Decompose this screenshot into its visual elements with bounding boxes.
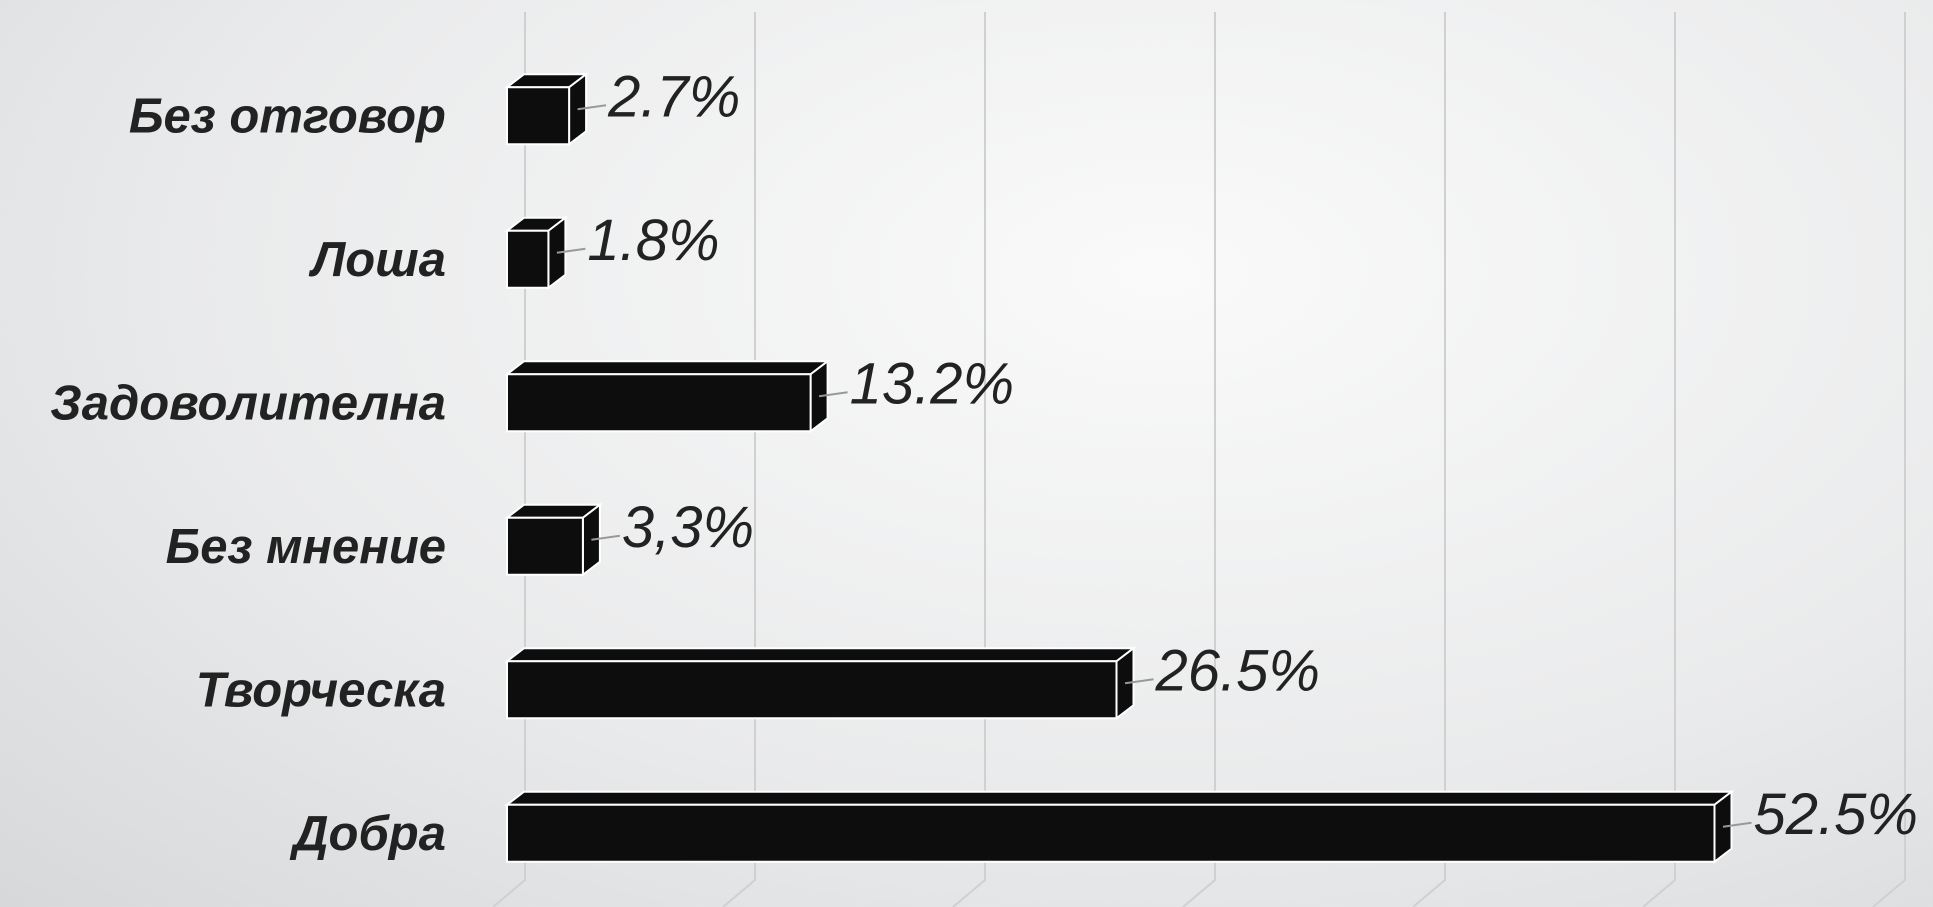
bar [504,215,569,290]
leader-line [1124,678,1154,685]
grid-line [722,12,756,907]
grid-line [492,12,526,907]
grid-line [1182,12,1216,907]
value-label: 3,3% [622,495,754,560]
category-label: Творческа [196,664,446,718]
bar-face [506,229,550,289]
value-label: 2.7% [607,65,740,130]
bar [504,359,831,434]
value-label: 13.2% [850,352,1014,417]
category-label: Без отговор [129,90,446,144]
bar [504,502,603,577]
category-label: Добра [289,807,446,861]
bar-face [504,790,1735,806]
leader-line [818,391,848,398]
bar-face [504,360,831,376]
leader-line [1722,821,1752,828]
bar [504,646,1137,721]
bar [504,789,1735,864]
grid-line [1412,12,1446,907]
category-label: Лоша [309,233,446,287]
leader-line [556,247,586,254]
bar-face [506,86,571,146]
value-label: 26.5% [1155,639,1320,704]
grid-line [952,12,986,907]
category-label: Задоволителна [50,377,446,431]
leader-line [591,534,621,541]
bar-face [504,647,1137,663]
category-label: Без мнение [166,520,446,574]
value-label: 52.5% [1754,782,1918,847]
value-label: 1.8% [587,208,719,273]
grid-line [1872,12,1906,907]
bar-face [506,516,584,576]
bar-face [506,660,1118,720]
bar [504,72,590,147]
bar-face [506,803,1716,863]
bar-face [506,373,812,433]
leader-line [577,104,607,111]
grid-line [1642,12,1676,907]
